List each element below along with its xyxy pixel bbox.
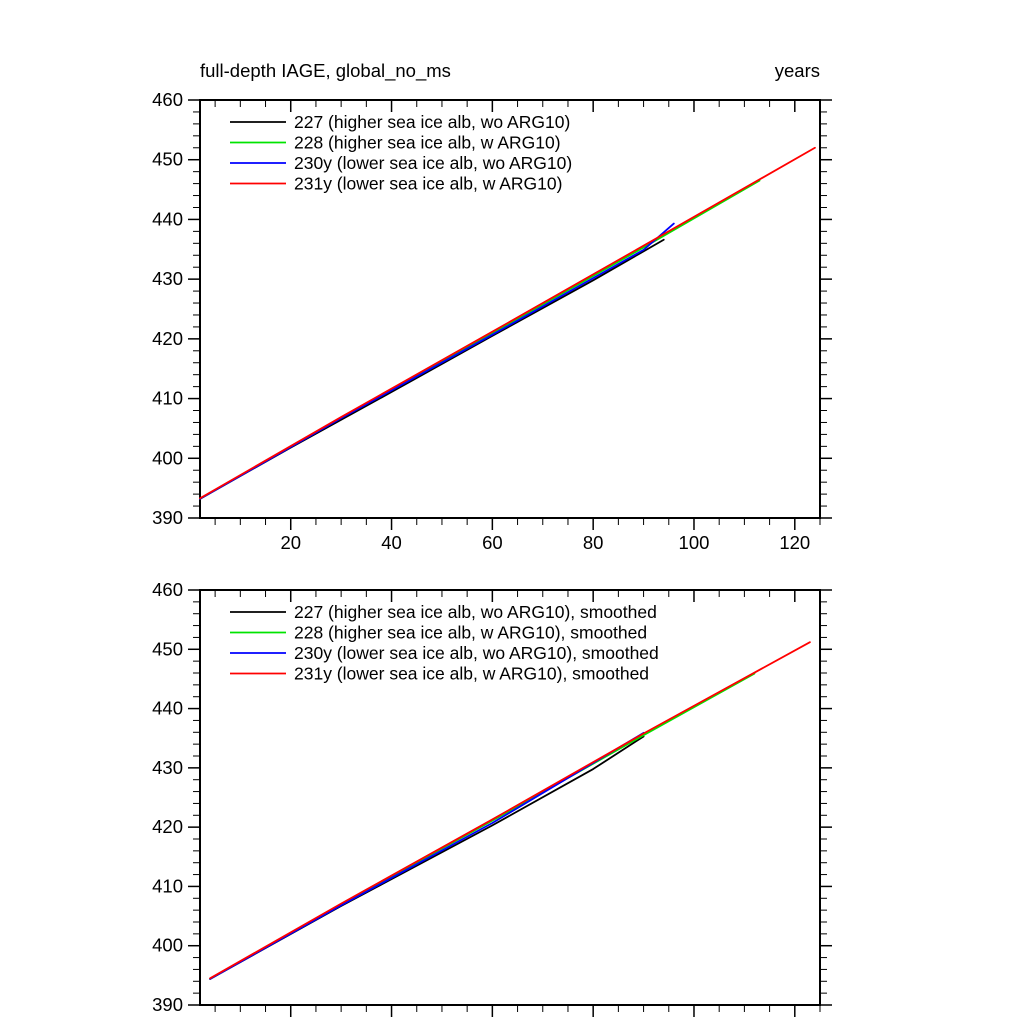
series-line-231y (199, 146, 816, 500)
y-tick-label: 430 (152, 757, 183, 778)
y-tick-label: 390 (152, 994, 183, 1015)
y-tick-label: 390 (152, 507, 183, 528)
y-tick-label: 460 (152, 89, 183, 110)
y-tick-label: 410 (152, 388, 183, 409)
x-tick-label: 120 (779, 532, 810, 553)
y-tick-label: 450 (152, 638, 183, 659)
x-tick-label: 40 (381, 532, 402, 553)
y-tick-label: 450 (152, 149, 183, 170)
x-tick-label: 60 (482, 532, 503, 553)
y-tick-label: 430 (152, 268, 183, 289)
chart-title: full-depth IAGE, global_no_ms (200, 60, 451, 81)
legend-label: 230y (lower sea ice alb, wo ARG10) (294, 153, 572, 173)
y-tick-label: 440 (152, 698, 183, 719)
x-tick-label: 100 (679, 532, 710, 553)
series-line-231y (209, 641, 811, 980)
y-tick-label: 400 (152, 447, 183, 468)
x-tick-label: 80 (583, 532, 604, 553)
legend-label: 227 (higher sea ice alb, wo ARG10) (294, 112, 570, 132)
y-tick-label: 410 (152, 875, 183, 896)
y-tick-label: 420 (152, 328, 183, 349)
y-tick-label: 440 (152, 208, 183, 229)
y-tick-label: 460 (152, 579, 183, 600)
series-line-230y (209, 731, 645, 980)
plot-frame (199, 589, 821, 1006)
y-tick-label: 420 (152, 816, 183, 837)
legend-label: 231y (lower sea ice alb, w ARG10) (294, 174, 562, 194)
y-units-label: years (774, 60, 820, 81)
legend-label: 228 (higher sea ice alb, w ARG10) (294, 133, 561, 153)
legend-label: 230y (lower sea ice alb, wo ARG10), smoo… (294, 643, 659, 663)
legend-label: 227 (higher sea ice alb, wo ARG10), smoo… (294, 602, 657, 622)
legend-label: 231y (lower sea ice alb, w ARG10), smoot… (294, 664, 649, 684)
x-tick-label: 20 (280, 532, 301, 553)
plot-frame (199, 99, 821, 519)
legend-label: 228 (higher sea ice alb, w ARG10), smoot… (294, 623, 647, 643)
y-tick-label: 400 (152, 935, 183, 956)
